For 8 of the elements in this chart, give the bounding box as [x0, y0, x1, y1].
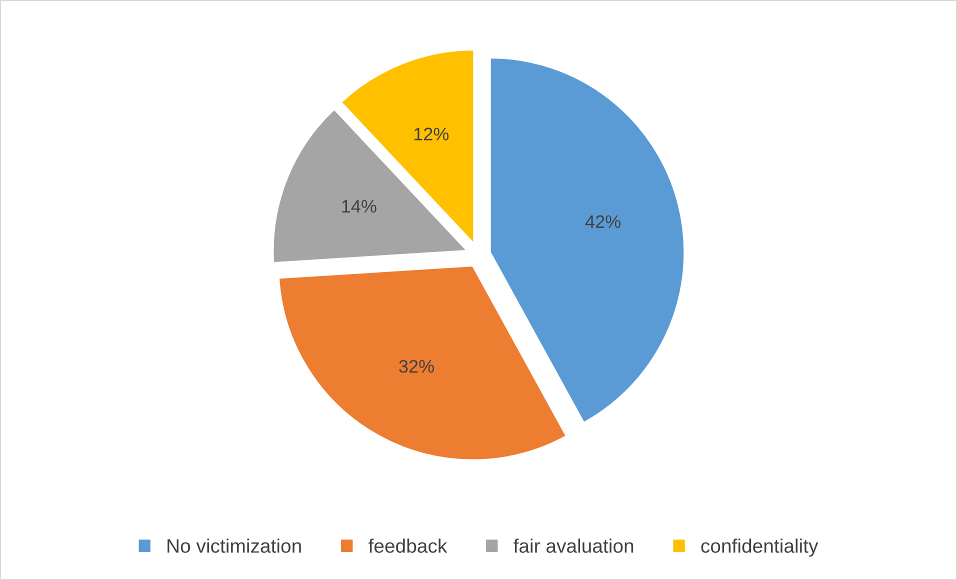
- data-label: 12%: [414, 128, 449, 140]
- legend-label: fair avaluation: [514, 538, 634, 553]
- legend-label: feedback: [368, 538, 448, 553]
- legend-label: confidentiality: [701, 538, 818, 557]
- legend-label: No victimization: [168, 538, 301, 553]
- data-label: 42%: [585, 215, 621, 228]
- data-label: 14%: [342, 200, 376, 213]
- data-label: 32%: [399, 360, 434, 373]
